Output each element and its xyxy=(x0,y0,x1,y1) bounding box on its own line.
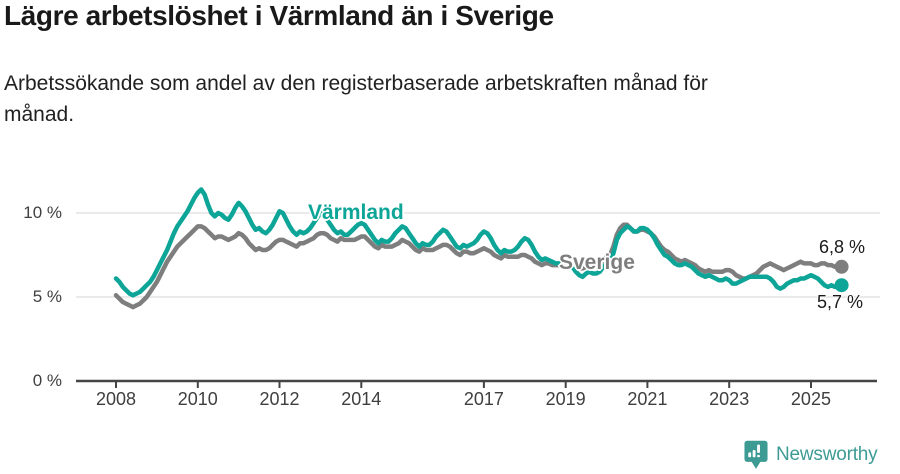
x-axis-label-2014: 2014 xyxy=(341,389,382,409)
end-value-label-sverige: 6,8 % xyxy=(819,237,866,257)
end-value-label-varmland: 5,7 % xyxy=(817,292,864,312)
chart-subtitle: Arbetssökande som andel av den registerb… xyxy=(4,72,708,126)
end-dot-varmland xyxy=(834,278,849,293)
series-label-sverige: Sverige xyxy=(559,251,635,274)
y-axis-label-5-percent: 5 % xyxy=(32,287,62,306)
line-varmland xyxy=(113,187,844,298)
x-axis-label-2017: 2017 xyxy=(463,389,504,409)
newsworthy-brand-text: Newsworthy xyxy=(776,444,878,465)
x-axis-label-2019: 2019 xyxy=(545,389,586,409)
newsworthy-logo: Newsworthy xyxy=(744,440,878,470)
x-axis-label-2012: 2012 xyxy=(259,389,300,409)
x-axis-label-2023: 2023 xyxy=(709,389,750,409)
x-axis-label-2021: 2021 xyxy=(627,389,668,409)
line-chart-canvas xyxy=(76,187,880,388)
page-title: Lägre arbetslöshet i Värmland än i Sveri… xyxy=(4,0,554,31)
series-label-varmland: Värmland xyxy=(308,201,404,224)
y-axis-label-0-percent: 0 % xyxy=(32,371,62,390)
x-axis-label-2008: 2008 xyxy=(95,389,137,409)
x-axis-label-2010: 2010 xyxy=(177,389,218,409)
line-sverige xyxy=(113,222,844,310)
end-dot-sverige xyxy=(834,259,849,274)
newsworthy-bubble-chart-icon xyxy=(744,440,768,469)
x-axis-label-2025: 2025 xyxy=(790,389,831,409)
y-axis-label-10-percent: 10 % xyxy=(23,203,62,222)
